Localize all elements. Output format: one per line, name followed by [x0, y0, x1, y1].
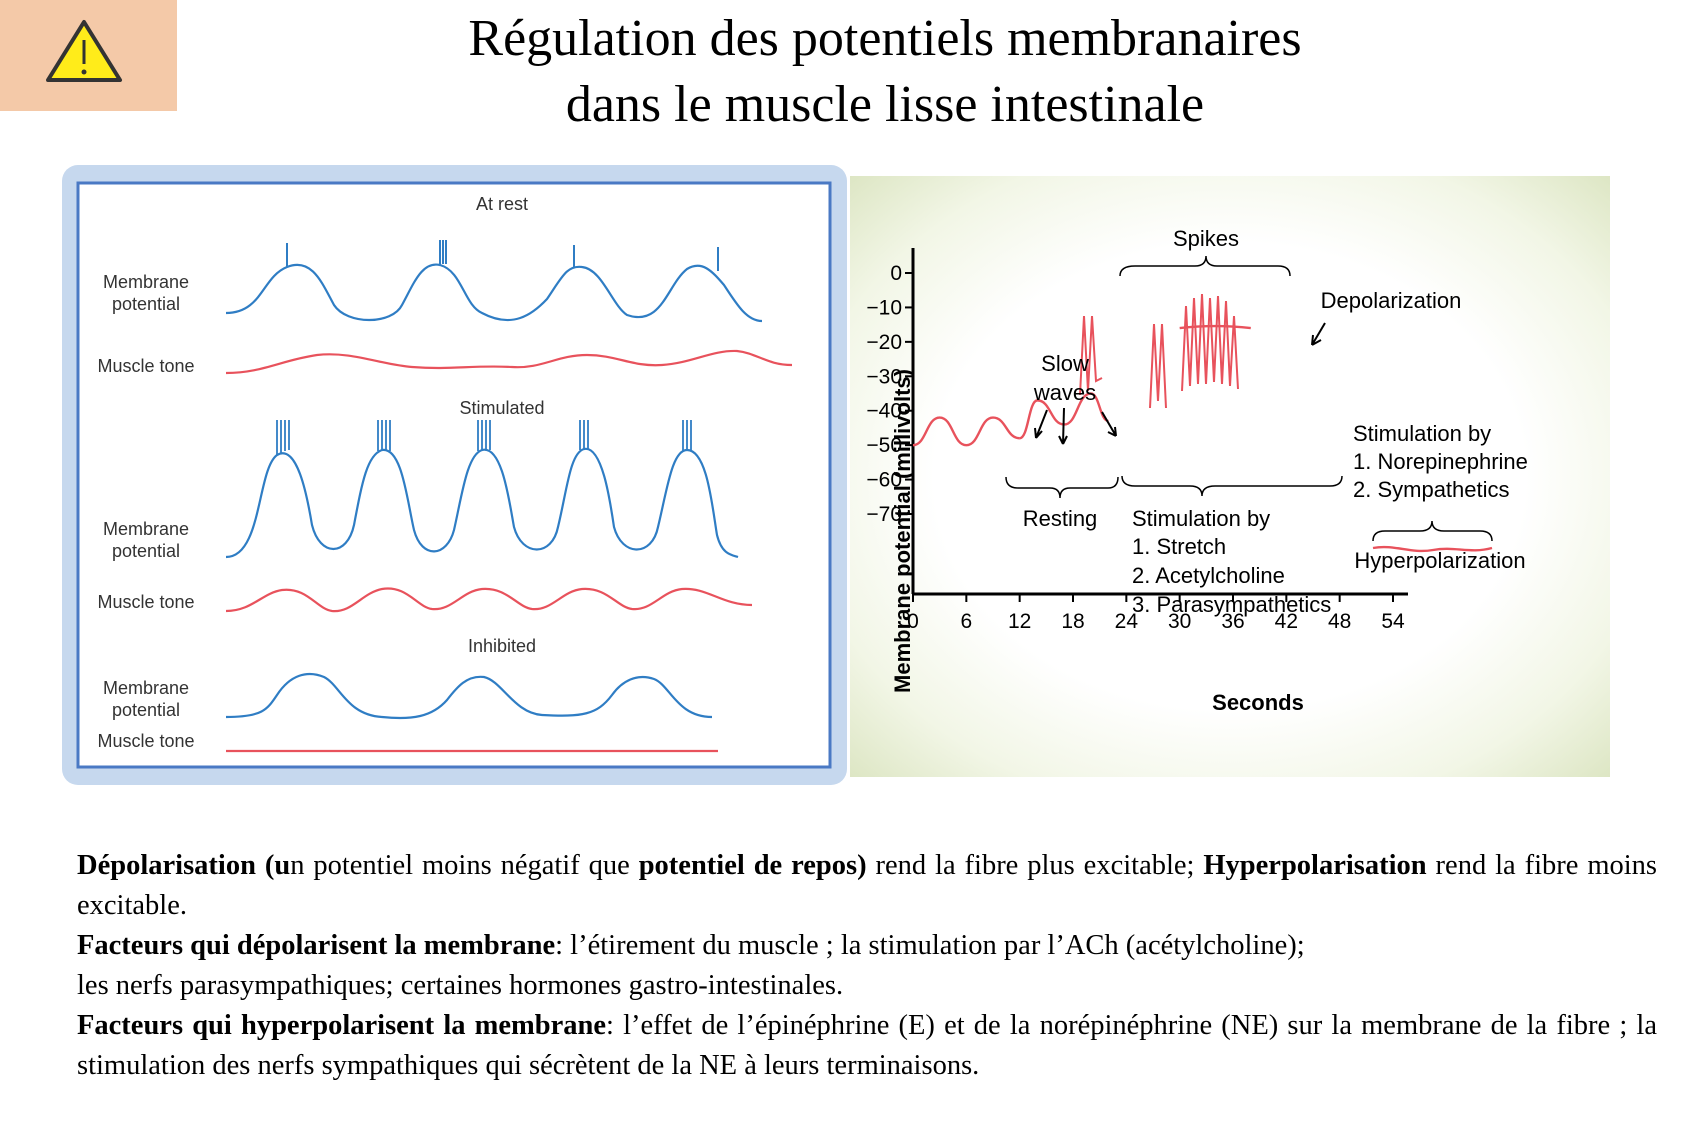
- paragraph-depolarizing-factors-2: les nerfs parasympathiques; certaines ho…: [77, 966, 1657, 1006]
- p2-text-1: rend la fibre moins excitable.: [77, 850, 1657, 921]
- warning-triangle-icon: [46, 20, 122, 82]
- title-line-1: Régulation des potentiels membranaires: [468, 10, 1302, 67]
- p1-bold-1: Dépolarisation (u: [77, 850, 291, 881]
- smooth-muscle-tone-diagram: At rest Membrane potential Muscle tone S…: [76, 181, 832, 769]
- x-axis-title: Seconds: [1212, 690, 1304, 715]
- hyper-brace: [1372, 520, 1493, 542]
- stim2-item2: 2. Sympathetics: [1353, 477, 1510, 502]
- y-axis-title: Membrane potential (millivolts): [890, 369, 915, 693]
- stim-spikes: [276, 420, 692, 455]
- x-tick-label: 6: [960, 610, 972, 633]
- stim2-item1: 1. Norepinephrine: [1353, 449, 1528, 474]
- tone-label-1: Muscle tone: [97, 356, 194, 376]
- x-tick-label: 42: [1275, 610, 1298, 633]
- p5-bold-1: Facteurs qui hyperpolarisent la membrane: [77, 1010, 607, 1041]
- p3-bold-1: Facteurs qui dépolarisent la membrane: [77, 930, 556, 961]
- stim1-item1: 1. Stretch: [1132, 534, 1226, 559]
- tone-label-3: Muscle tone: [97, 731, 194, 751]
- heading-inhibited: Inhibited: [468, 636, 536, 656]
- paragraph-hyperpolarizing-factors: Facteurs qui hyperpolarisent la membrane…: [77, 1006, 1657, 1086]
- p1-bold-2: potentiel de repos): [638, 850, 867, 881]
- page-title: Régulation des potentiels membranaires d…: [260, 6, 1510, 138]
- heading-at-rest: At rest: [476, 194, 528, 214]
- hyperpolarization-label: Hyperpolarization: [1354, 548, 1525, 573]
- x-tick-label: 48: [1328, 610, 1351, 633]
- stim1-title: Stimulation by: [1132, 506, 1270, 531]
- spikes-brace: [1119, 255, 1291, 277]
- p3-text-1: : l’étirement du muscle ; la stimulation…: [555, 930, 1305, 961]
- membrane-label-1a: Membrane: [103, 272, 189, 292]
- y-tick-label: −40: [866, 400, 902, 423]
- rest-tone-trace: [225, 349, 793, 375]
- spikes-label: Spikes: [1173, 226, 1239, 251]
- membrane-label-3b: potential: [112, 700, 180, 720]
- p5-text-1: : l’effet de l’épinéphrine (E) et de la …: [77, 1010, 1657, 1081]
- x-tick-label: 12: [1008, 610, 1031, 633]
- p4-text-1: les nerfs parasympathiques; certaines ho…: [77, 970, 844, 1001]
- membrane-label-1b: potential: [112, 294, 180, 314]
- x-tick-label: 54: [1381, 610, 1405, 633]
- stim2-title: Stimulation by: [1353, 421, 1491, 446]
- depolarization-arrow: [1311, 322, 1326, 346]
- heading-stimulated: Stimulated: [459, 398, 544, 418]
- slow-waves-label-1: Slow: [1041, 351, 1089, 376]
- y-tick-label: −10: [866, 296, 902, 319]
- membrane-label-2a: Membrane: [103, 519, 189, 539]
- depolarization-label: Depolarization: [1321, 288, 1462, 313]
- tone-label-2: Muscle tone: [97, 592, 194, 612]
- y-tick-label: −60: [866, 469, 902, 492]
- stim1-item2: 2. Acetylcholine: [1132, 563, 1285, 588]
- inhib-membrane-trace: [225, 672, 713, 720]
- series-resting-slow-waves: [912, 416, 1020, 447]
- paragraph-depolarizing-factors: Facteurs qui dépolarisent la membrane: l…: [77, 926, 1657, 966]
- x-tick-label: 36: [1221, 610, 1244, 633]
- spike-bursts: [1079, 293, 1239, 409]
- p2-bold-1: Hyperpolarisation: [1203, 850, 1427, 881]
- y-tick-label: −70: [866, 503, 902, 526]
- right-figure: 0 −10 −20 −30 −40 −50 −60 −70 0 6 12 18 24 30 36 42 48 54…: [850, 176, 1610, 777]
- p1-text-1: n potentiel moins négatif que: [290, 850, 639, 881]
- warning-banner: [0, 0, 177, 111]
- slow-waves-arrows: [1034, 407, 1117, 445]
- membrane-label-2b: potential: [112, 541, 180, 561]
- rest-membrane-trace: [225, 263, 763, 323]
- x-tick-label: 0: [907, 610, 919, 633]
- series-depolarization: [1179, 324, 1251, 330]
- resting-brace: [1005, 476, 1119, 499]
- stim1-brace: [1121, 475, 1343, 497]
- x-tick-label: 30: [1168, 610, 1191, 633]
- resting-label: Resting: [1023, 506, 1098, 531]
- series-hyperpolarization: [1372, 545, 1493, 553]
- x-tick-label: 18: [1061, 610, 1084, 633]
- diagram-frame: [76, 181, 832, 769]
- y-tick-label: −50: [866, 434, 902, 457]
- stim-tone-trace: [225, 587, 753, 613]
- rest-spikes: [286, 240, 719, 271]
- y-tick-label: −20: [866, 331, 902, 354]
- membrane-label-3a: Membrane: [103, 678, 189, 698]
- chart-axes: 0 −10 −20 −30 −40 −50 −60 −70 0 6 12 18 24 30 36 42 48 54: [866, 248, 1408, 633]
- left-figure: At rest Membrane potential Muscle tone S…: [62, 165, 847, 785]
- membrane-potential-chart: 0 −10 −20 −30 −40 −50 −60 −70 0 6 12 18 24 30 36 42 48 54…: [866, 226, 1528, 715]
- stim-membrane-trace: [225, 447, 739, 559]
- y-tick-label: −30: [866, 365, 902, 388]
- p1-text-2: rend la fibre plus excitable;: [866, 850, 1195, 881]
- slow-waves-label-2: waves: [1033, 380, 1096, 405]
- paragraph-depolarization: Dépolarisation (un potentiel moins négat…: [77, 846, 1657, 926]
- title-line-2: dans le muscle lisse intestinale: [565, 76, 1205, 133]
- y-tick-label: 0: [890, 262, 902, 285]
- x-tick-label: 24: [1115, 610, 1139, 633]
- stim1-item3: 3. Parasympathetics: [1132, 592, 1331, 617]
- explanation-text: Dépolarisation (un potentiel moins négat…: [77, 846, 1657, 1086]
